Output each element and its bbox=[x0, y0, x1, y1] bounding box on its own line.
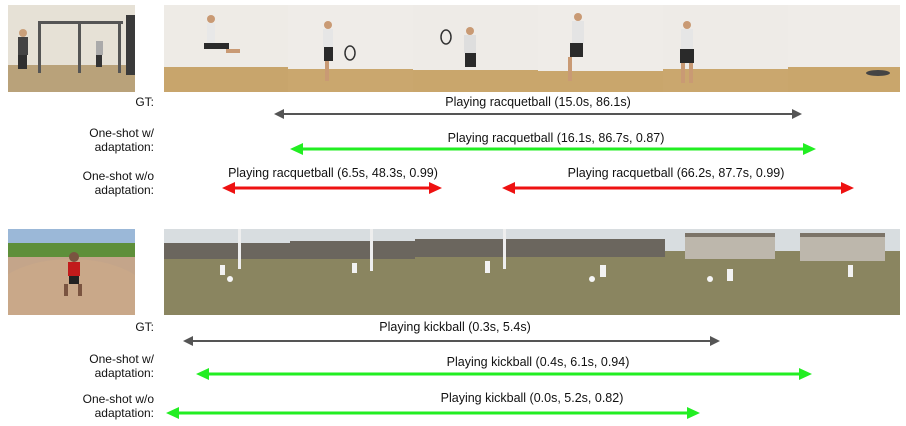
arrow-head-right bbox=[841, 182, 854, 194]
row-label-adapt-1: One-shot w/ adaptation: bbox=[89, 126, 154, 154]
arrow-head-left bbox=[183, 336, 193, 346]
video-frame-1 bbox=[164, 5, 288, 92]
noadapt-arrow-racquetball-2 bbox=[502, 182, 854, 194]
video-frame-3 bbox=[413, 5, 538, 92]
segment-label: Playing racquetball (66.2s, 87.7s, 0.99) bbox=[567, 166, 785, 180]
video-frame-5 bbox=[663, 5, 788, 92]
row-label-adapt-2: One-shot w/ adaptation: bbox=[89, 352, 154, 380]
video-frame-6 bbox=[788, 5, 900, 92]
video-frame-12 bbox=[790, 229, 900, 315]
segment-label: Playing kickball (0.0s, 5.2s, 0.82) bbox=[440, 391, 624, 405]
video-frame-7 bbox=[164, 229, 290, 315]
adapt-arrow-kickball bbox=[196, 368, 812, 380]
arrow-head-right bbox=[792, 109, 802, 119]
arrow-head-left bbox=[166, 407, 179, 419]
video-frame-4 bbox=[538, 5, 663, 92]
arrow-head-left bbox=[290, 143, 303, 155]
gt-arrow-racquetball bbox=[274, 109, 802, 119]
gt-arrow-kickball bbox=[183, 336, 720, 346]
query-thumbnail-racquetball bbox=[8, 5, 135, 92]
query-thumbnail-kickball bbox=[8, 229, 135, 315]
row-label-gt-1: GT: bbox=[135, 95, 154, 109]
segment-label: Playing racquetball (6.5s, 48.3s, 0.99) bbox=[228, 166, 438, 180]
arrow-head-right bbox=[803, 143, 816, 155]
row-label-noadapt-2: One-shot w/o adaptation: bbox=[82, 392, 154, 420]
row-label-gt-2: GT: bbox=[135, 320, 154, 334]
arrow-head-right bbox=[687, 407, 700, 419]
video-frame-11 bbox=[665, 229, 790, 315]
segment-label: Playing kickball (0.4s, 6.1s, 0.94) bbox=[446, 355, 630, 369]
noadapt-arrow-kickball bbox=[166, 407, 700, 419]
arrow-head-left bbox=[502, 182, 515, 194]
segment-label: Playing racquetball (15.0s, 86.1s) bbox=[445, 95, 631, 109]
arrow-head-right bbox=[710, 336, 720, 346]
video-frame-8 bbox=[290, 229, 415, 315]
arrow-head-right bbox=[429, 182, 442, 194]
adapt-arrow-racquetball bbox=[290, 143, 816, 155]
arrow-head-left bbox=[274, 109, 284, 119]
segment-label: Playing kickball (0.3s, 5.4s) bbox=[379, 320, 531, 334]
video-frame-2 bbox=[288, 5, 413, 92]
row-label-noadapt-1: One-shot w/o adaptation: bbox=[82, 169, 154, 197]
noadapt-arrow-racquetball-1 bbox=[222, 182, 442, 194]
arrow-head-right bbox=[799, 368, 812, 380]
video-frame-9 bbox=[415, 229, 540, 315]
segment-label: Playing racquetball (16.1s, 86.7s, 0.87) bbox=[447, 131, 665, 145]
arrow-head-left bbox=[196, 368, 209, 380]
arrow-head-left bbox=[222, 182, 235, 194]
video-frame-10 bbox=[540, 229, 665, 315]
